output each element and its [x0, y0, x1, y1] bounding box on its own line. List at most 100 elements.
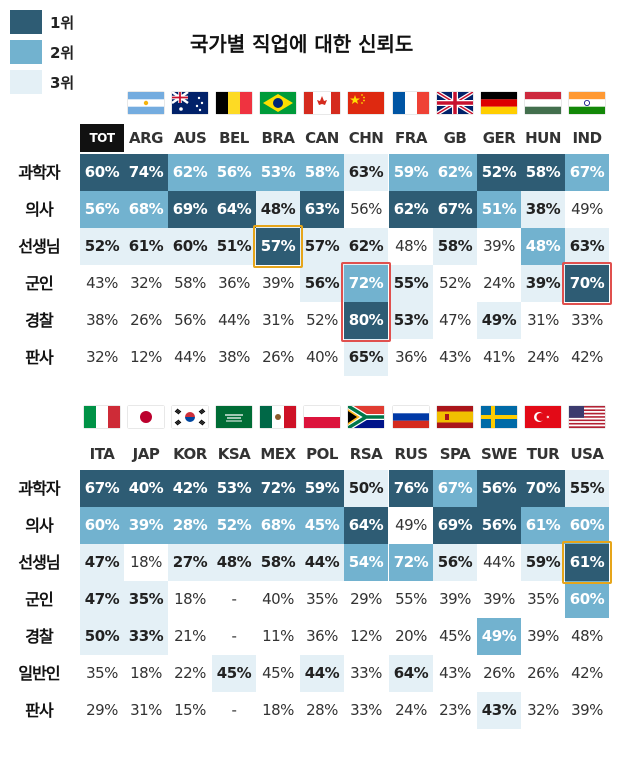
italy-flag: [84, 406, 120, 428]
row-label: 과학자: [18, 479, 60, 498]
table-cell: 58%: [300, 154, 344, 191]
table-cell: 18%: [256, 692, 300, 729]
table-cell: 69%: [168, 191, 212, 228]
legend-swatch: [10, 70, 42, 94]
table-cell: 43%: [477, 692, 521, 729]
table-cell: 57%: [300, 228, 344, 265]
row-label: 군인: [25, 590, 53, 609]
column-header-ger: GER: [482, 129, 516, 147]
column-header-rus: RUS: [394, 445, 428, 463]
table-cell: 64%: [344, 507, 388, 544]
row-label: 의사: [25, 516, 53, 535]
table-cell: 24%: [521, 339, 565, 376]
table-cell: 22%: [168, 655, 212, 692]
table-cell: 60%: [80, 507, 124, 544]
table-cell: 70%: [521, 470, 565, 507]
table-cell: 45%: [433, 618, 477, 655]
table-cell: 39%: [256, 265, 300, 302]
france-flag: [393, 92, 429, 114]
row-label: 경찰: [25, 627, 53, 646]
table-cell: 56%: [477, 470, 521, 507]
table-cell: 56%: [168, 302, 212, 339]
table-cell: 23%: [433, 692, 477, 729]
table-cell: 32%: [521, 692, 565, 729]
table-cell: 44%: [300, 544, 344, 581]
table-cell: 18%: [124, 544, 168, 581]
table-cell: 12%: [344, 618, 388, 655]
table-cell: 53%: [212, 470, 256, 507]
legend-label: 2위: [50, 44, 75, 62]
table-cell: 63%: [344, 154, 388, 191]
column-header-ksa: KSA: [217, 445, 251, 463]
table-cell: 45%: [300, 507, 344, 544]
table-cell: 44%: [212, 302, 256, 339]
column-header-aus: AUS: [173, 129, 207, 147]
table-cell: 51%: [212, 228, 256, 265]
legend-label: 1위: [50, 14, 75, 32]
legend-item-rank1: 1위: [10, 6, 120, 34]
table-cell: 48%: [389, 228, 433, 265]
table-cell: 63%: [565, 228, 609, 265]
table-cell: 18%: [168, 581, 212, 618]
uk-flag: [437, 92, 473, 114]
table-cell: 29%: [80, 692, 124, 729]
table-cell: 33%: [344, 692, 388, 729]
table-cell: 43%: [80, 265, 124, 302]
table-cell: 68%: [256, 507, 300, 544]
table-cell: 11%: [256, 618, 300, 655]
table-cell: 26%: [521, 655, 565, 692]
table-cell: 49%: [477, 302, 521, 339]
table-cell: 60%: [168, 228, 212, 265]
chart-title: 국가별 직업에 대한 신뢰도: [190, 32, 414, 56]
table-cell: 67%: [565, 154, 609, 191]
table-cell: 35%: [124, 581, 168, 618]
column-header-pol: POL: [306, 445, 338, 463]
table-cell: 40%: [256, 581, 300, 618]
table-cell: 56%: [433, 544, 477, 581]
germany-flag: [481, 92, 517, 114]
china-flag: [348, 92, 384, 114]
column-header-can: CAN: [305, 129, 339, 147]
legend-swatch: [10, 10, 42, 34]
table-cell: 24%: [389, 692, 433, 729]
usa-flag: [569, 406, 605, 428]
table-cell: 58%: [168, 265, 212, 302]
table-cell: 62%: [433, 154, 477, 191]
column-header-tur: TUR: [526, 445, 560, 463]
table-cell: 55%: [389, 265, 433, 302]
table-cell: 39%: [521, 618, 565, 655]
table-cell: 49%: [565, 191, 609, 228]
table-cell: 58%: [521, 154, 565, 191]
table-cell: 20%: [389, 618, 433, 655]
table-cell: 36%: [212, 265, 256, 302]
row-label: 경찰: [25, 311, 53, 330]
row-label: 일반인: [18, 664, 60, 683]
table-cell: 43%: [433, 339, 477, 376]
table-cell: 28%: [168, 507, 212, 544]
row-label: 판사: [25, 348, 53, 367]
column-header-usa: USA: [570, 445, 604, 463]
table-cell: 50%: [80, 618, 124, 655]
table-cell: 53%: [389, 302, 433, 339]
table-cell: 42%: [168, 470, 212, 507]
table-cell: 61%: [565, 544, 609, 581]
table-cell: 48%: [212, 544, 256, 581]
table-cell: -: [212, 581, 256, 618]
russia-flag: [393, 406, 429, 428]
table-cell: 56%: [477, 507, 521, 544]
saudi-flag: [216, 406, 252, 428]
table-cell: 62%: [344, 228, 388, 265]
table-cell: 56%: [344, 191, 388, 228]
column-header-ita: ITA: [89, 445, 115, 463]
table-cell: 68%: [124, 191, 168, 228]
table-cell: 33%: [565, 302, 609, 339]
row-label: 과학자: [18, 163, 60, 182]
column-header-rsa: RSA: [349, 445, 383, 463]
table-cell: 32%: [80, 339, 124, 376]
table-cell: 56%: [212, 154, 256, 191]
belgium-flag: [216, 92, 252, 114]
table-cell: 51%: [477, 191, 521, 228]
table-cell: 43%: [433, 655, 477, 692]
table-cell: 35%: [80, 655, 124, 692]
row-label: 판사: [25, 701, 53, 720]
